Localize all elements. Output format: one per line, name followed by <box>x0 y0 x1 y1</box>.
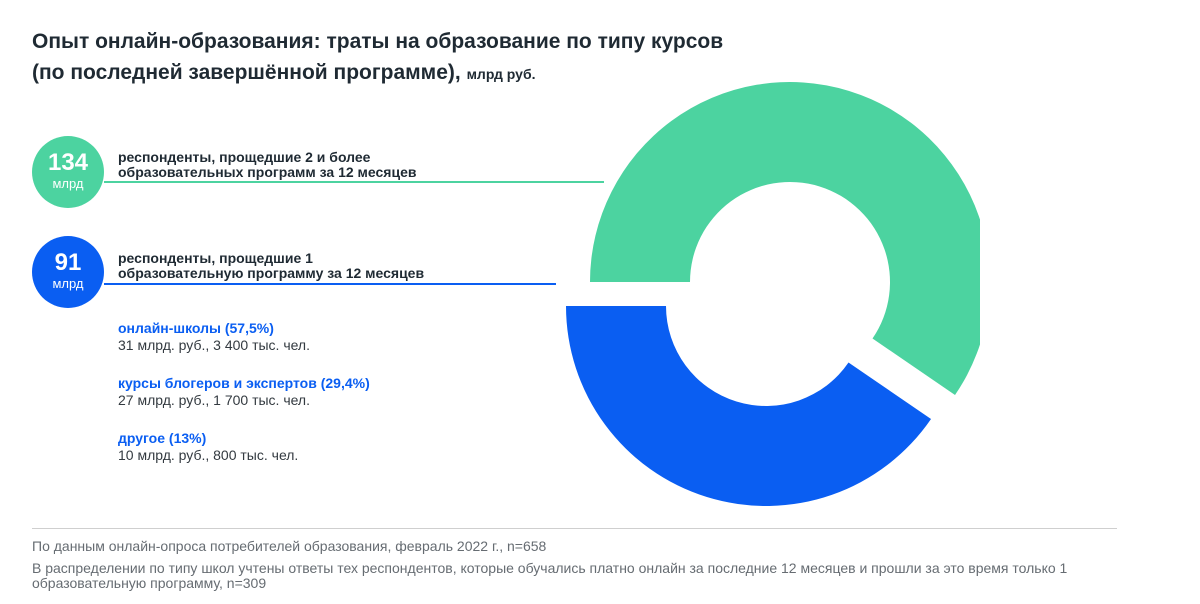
group-label-line: образовательных программ за 12 месяцев <box>118 164 417 180</box>
donut-chart <box>566 82 980 506</box>
method-note: В распределении по типу школ учтены отве… <box>32 560 1068 591</box>
title-line-1: Опыт онлайн-образования: траты на образо… <box>32 30 724 53</box>
bubble-value: 134 <box>47 149 89 176</box>
donut-slice-2plus-programs <box>590 82 980 395</box>
source-note: По данным онлайн-опроса потребителей обр… <box>32 538 547 554</box>
leader-line-blue <box>104 283 556 285</box>
breakdown-detail: 31 млрд. руб., 3 400 тыс. чел. <box>118 337 310 353</box>
title-line-2-text: (по последней завершённой программе), <box>32 61 461 84</box>
group-label-line: образовательную программу за 12 месяцев <box>118 265 425 281</box>
title-unit: млрд руб. <box>466 66 536 82</box>
donut-slice-1-program <box>566 306 932 506</box>
breakdown-other: другое (13%) 10 млрд. руб., 800 тыс. чел… <box>118 430 298 464</box>
breakdown-title: онлайн-школы (57,5%) <box>118 320 274 336</box>
breakdown-detail: 27 млрд. руб., 1 700 тыс. чел. <box>118 392 310 408</box>
bubble-unit: млрд <box>52 176 84 191</box>
group-label-line: респонденты, прощедшие 2 и более <box>118 149 371 165</box>
breakdown-detail: 10 млрд. руб., 800 тыс. чел. <box>118 447 299 463</box>
value-bubble-134: 134 млрд <box>32 136 104 208</box>
leader-line-green <box>104 181 604 183</box>
group-label-line: респонденты, прощедшие 1 <box>118 250 313 266</box>
group-label-1: респонденты, прощедшие 1 образовательную… <box>118 251 424 281</box>
breakdown-bloggers: курсы блогеров и экспертов (29,4%) 27 мл… <box>118 375 370 409</box>
bubble-value: 91 <box>54 249 82 276</box>
breakdown-title: другое (13%) <box>118 430 207 446</box>
breakdown-title: курсы блогеров и экспертов (29,4%) <box>118 375 370 391</box>
breakdown-online-schools: онлайн-школы (57,5%) 31 млрд. руб., 3 40… <box>118 320 310 354</box>
footer-divider <box>32 528 1117 529</box>
group-label-2plus: респонденты, прощедшие 2 и более образов… <box>118 150 416 180</box>
bubble-unit: млрд <box>52 276 84 291</box>
title-line-2: (по последней завершённой программе), мл… <box>32 57 723 90</box>
chart-title: Опыт онлайн-образования: траты на образо… <box>32 26 723 90</box>
value-bubble-91: 91 млрд <box>32 236 104 308</box>
